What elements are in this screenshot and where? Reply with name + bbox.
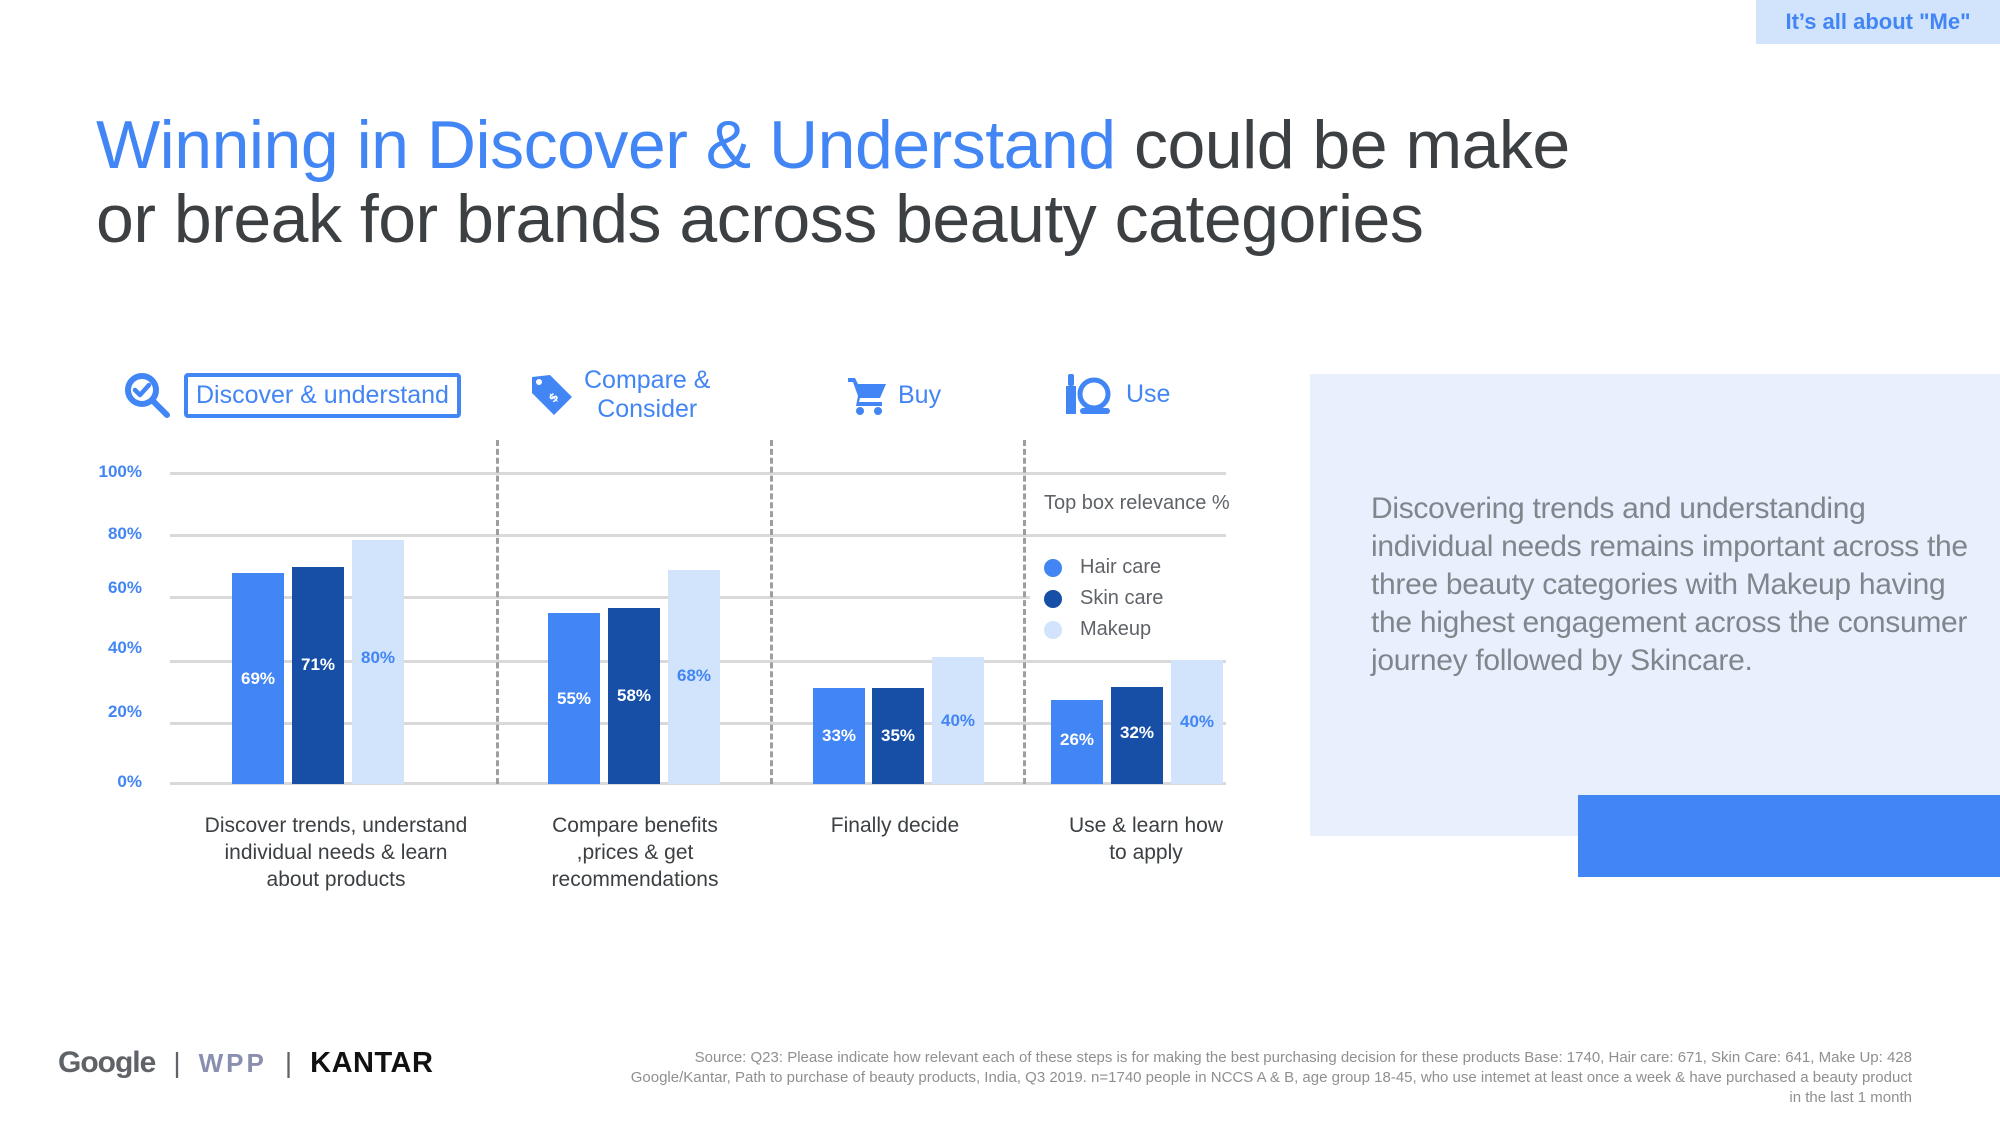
magnifier-check-icon xyxy=(125,373,170,418)
title-highlight: Winning in Discover & Understand xyxy=(96,107,1116,183)
y-tick-40: 40% xyxy=(107,638,142,657)
legend-dot-icon xyxy=(1044,620,1062,639)
bar-skin-care-discover: 71% xyxy=(292,567,344,784)
legend-item-skin-care: Skin care xyxy=(1044,587,1163,610)
partner-logos: Google | WPP | KANTAR xyxy=(58,1046,433,1080)
logo-separator: | xyxy=(284,1047,293,1078)
bar-skin-care-compare: 58% xyxy=(608,608,660,784)
price-tag-icon: $ xyxy=(532,375,572,415)
bar-hair-care-discover: 69% xyxy=(232,573,284,784)
title-line2: or break for brands across beauty catego… xyxy=(96,181,1424,257)
bar-skin-care-buy: 35% xyxy=(872,688,924,784)
stage-discover-label: Discover & understand xyxy=(184,372,461,418)
gridline-60 xyxy=(170,596,1030,599)
legend-item-makeup: Makeup xyxy=(1044,618,1151,641)
bar-makeup-buy: 40% xyxy=(932,657,984,784)
category-label-buy: Finally decide xyxy=(830,814,960,837)
stage-use-label: Use xyxy=(1126,379,1171,408)
shopping-cart-icon xyxy=(848,378,886,415)
bar-hair-care-compare: 55% xyxy=(548,613,600,784)
stage-compare: $ Compare & Consider xyxy=(528,366,710,424)
legend-dot-icon xyxy=(1044,589,1062,608)
y-tick-80: 80% xyxy=(107,524,142,543)
y-tick-100: 100% xyxy=(98,462,142,481)
bar-makeup-compare: 68% xyxy=(668,570,720,784)
category-label-discover: Discover trends, understand individual n… xyxy=(204,814,468,891)
bar-makeup-discover: 80% xyxy=(352,540,404,784)
insight-panel xyxy=(1310,374,2000,836)
category-label-compare: Compare benefits ,prices & get recommend… xyxy=(551,814,719,891)
section-tag-label: It’s all about "Me" xyxy=(1785,9,1971,34)
stage-divider xyxy=(496,440,499,784)
title-line1-rest: could be make xyxy=(1115,107,1570,183)
bar-skin-care-use: 32% xyxy=(1111,687,1163,784)
section-tag: It’s all about "Me" xyxy=(1756,0,2000,44)
stage-buy: Buy xyxy=(846,374,941,416)
legend-dot-icon xyxy=(1044,558,1062,577)
logo-separator: | xyxy=(173,1047,181,1078)
source-note: Source: Q23: Please indicate how relevan… xyxy=(630,1049,1912,1106)
wpp-logo: WPP xyxy=(198,1047,267,1078)
google-logo: Google xyxy=(58,1046,156,1079)
legend-title: Top box relevance % xyxy=(1044,492,1230,514)
bar-makeup-use: 40% xyxy=(1171,660,1223,784)
gridline-100 xyxy=(170,472,1226,475)
stage-divider xyxy=(770,440,773,784)
insight-text: Discovering trends and understanding ind… xyxy=(1371,492,1968,677)
bar-hair-care-use: 26% xyxy=(1051,700,1103,784)
stage-discover: Discover & understand xyxy=(122,370,461,420)
page-title: Winning in Discover & Understand could b… xyxy=(96,108,1570,256)
bar-hair-care-buy: 33% xyxy=(813,688,865,784)
y-tick-20: 20% xyxy=(107,702,142,721)
stage-use: Use xyxy=(1064,372,1170,416)
insight-accent-block xyxy=(1578,795,2000,877)
legend-item-hair-care: Hair care xyxy=(1044,556,1161,579)
y-tick-0: 0% xyxy=(117,772,142,791)
kantar-logo: KANTAR xyxy=(310,1046,434,1079)
stage-compare-label: Compare & Consider xyxy=(584,366,711,423)
makeup-compact-icon xyxy=(1066,374,1111,414)
y-tick-60: 60% xyxy=(107,578,142,597)
gridline-80 xyxy=(170,534,1226,537)
stage-buy-label: Buy xyxy=(898,380,942,409)
category-label-use: Use & learn how to apply xyxy=(1068,814,1224,864)
stage-divider xyxy=(1023,440,1026,784)
